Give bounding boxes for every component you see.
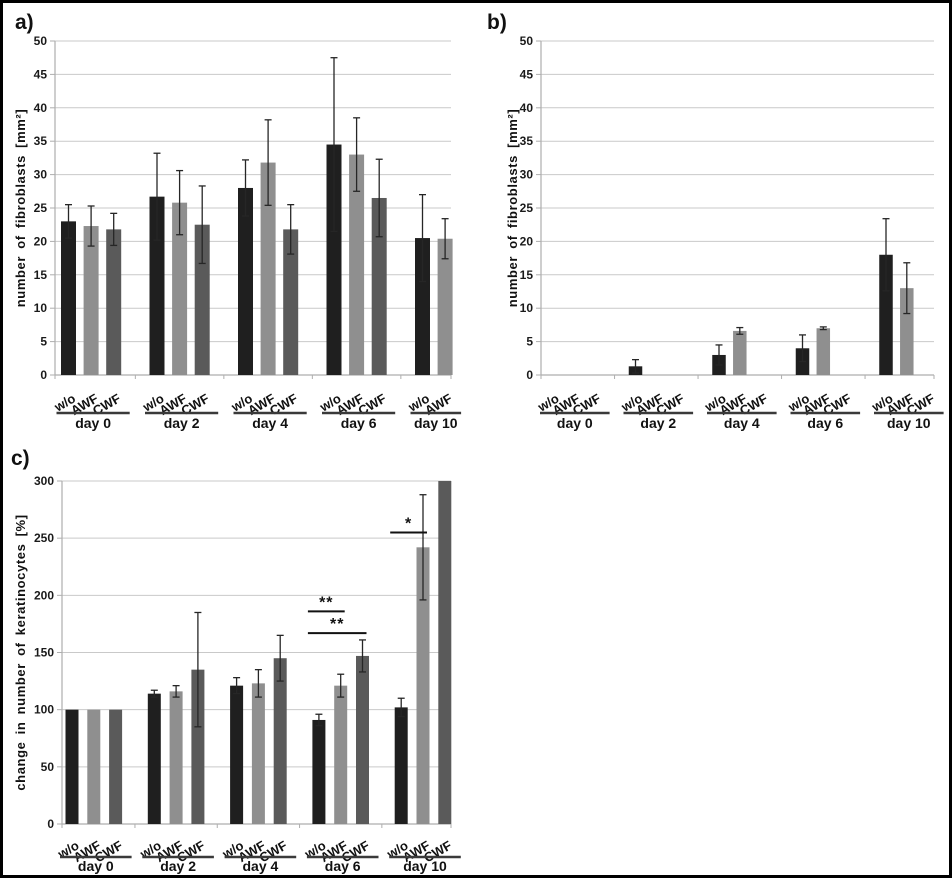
svg-text:day 10: day 10 xyxy=(403,858,447,874)
svg-text:**: ** xyxy=(330,616,344,633)
svg-text:day 4: day 4 xyxy=(242,858,278,874)
svg-text:100: 100 xyxy=(34,703,54,717)
svg-text:10: 10 xyxy=(520,301,534,315)
svg-text:5: 5 xyxy=(526,335,533,349)
svg-text:40: 40 xyxy=(34,101,48,115)
svg-text:day 0: day 0 xyxy=(557,415,593,431)
svg-text:0: 0 xyxy=(40,368,47,382)
svg-text:250: 250 xyxy=(34,531,54,545)
panel-c-label: c) xyxy=(11,447,30,470)
svg-text:40: 40 xyxy=(520,101,534,115)
svg-text:day 4: day 4 xyxy=(724,415,760,431)
svg-text:35: 35 xyxy=(520,134,534,148)
svg-text:50: 50 xyxy=(41,760,55,774)
svg-text:day 2: day 2 xyxy=(160,858,196,874)
panel-a-label: a) xyxy=(15,11,34,34)
panel-b-label: b) xyxy=(487,11,507,34)
svg-text:45: 45 xyxy=(520,67,534,81)
svg-text:0: 0 xyxy=(47,817,54,831)
svg-text:change in number of keratinocy: change in number of keratinocytes [%] xyxy=(13,514,28,790)
svg-text:day 6: day 6 xyxy=(325,858,361,874)
svg-text:50: 50 xyxy=(34,34,48,48)
svg-text:300: 300 xyxy=(34,474,54,488)
svg-text:200: 200 xyxy=(34,588,54,602)
svg-text:0: 0 xyxy=(526,368,533,382)
svg-text:150: 150 xyxy=(34,646,54,660)
svg-text:day 10: day 10 xyxy=(414,415,458,431)
svg-text:day 0: day 0 xyxy=(75,415,111,431)
svg-text:day 0: day 0 xyxy=(78,858,114,874)
svg-text:day 4: day 4 xyxy=(252,415,288,431)
svg-text:15: 15 xyxy=(34,268,48,282)
svg-text:50: 50 xyxy=(520,34,534,48)
svg-text:20: 20 xyxy=(34,234,48,248)
svg-text:5: 5 xyxy=(40,335,47,349)
svg-text:day 6: day 6 xyxy=(341,415,377,431)
svg-text:day 2: day 2 xyxy=(164,415,200,431)
svg-text:10: 10 xyxy=(34,301,48,315)
svg-text:20: 20 xyxy=(520,234,534,248)
svg-text:**: ** xyxy=(319,594,333,611)
svg-text:45: 45 xyxy=(34,67,48,81)
chart-a-fibroblasts: 0 5 10 15 20 25 30 35 40 45 50 number of fibroblast… xyxy=(13,34,462,431)
svg-text:30: 30 xyxy=(34,168,48,182)
chart-c-keratinocytes: 0 50 100 150 200 250 300 change in number of ke… xyxy=(13,474,461,874)
svg-text:day 10: day 10 xyxy=(887,415,931,431)
svg-text:35: 35 xyxy=(34,134,48,148)
svg-text:number of fibroblasts [mm²]: number of fibroblasts [mm²] xyxy=(13,109,28,308)
svg-text:day 2: day 2 xyxy=(640,415,676,431)
svg-text:day 6: day 6 xyxy=(807,415,843,431)
svg-text:30: 30 xyxy=(520,168,534,182)
svg-text:number of fibroblasts [mm²]: number of fibroblasts [mm²] xyxy=(505,109,520,308)
svg-text:*: * xyxy=(405,515,412,532)
svg-text:25: 25 xyxy=(34,201,48,215)
svg-text:25: 25 xyxy=(520,201,534,215)
svg-text:15: 15 xyxy=(520,268,534,282)
chart-b-fibroblasts: 0 5 10 15 20 25 30 35 40 45 50 number of fibroblast… xyxy=(505,34,944,431)
